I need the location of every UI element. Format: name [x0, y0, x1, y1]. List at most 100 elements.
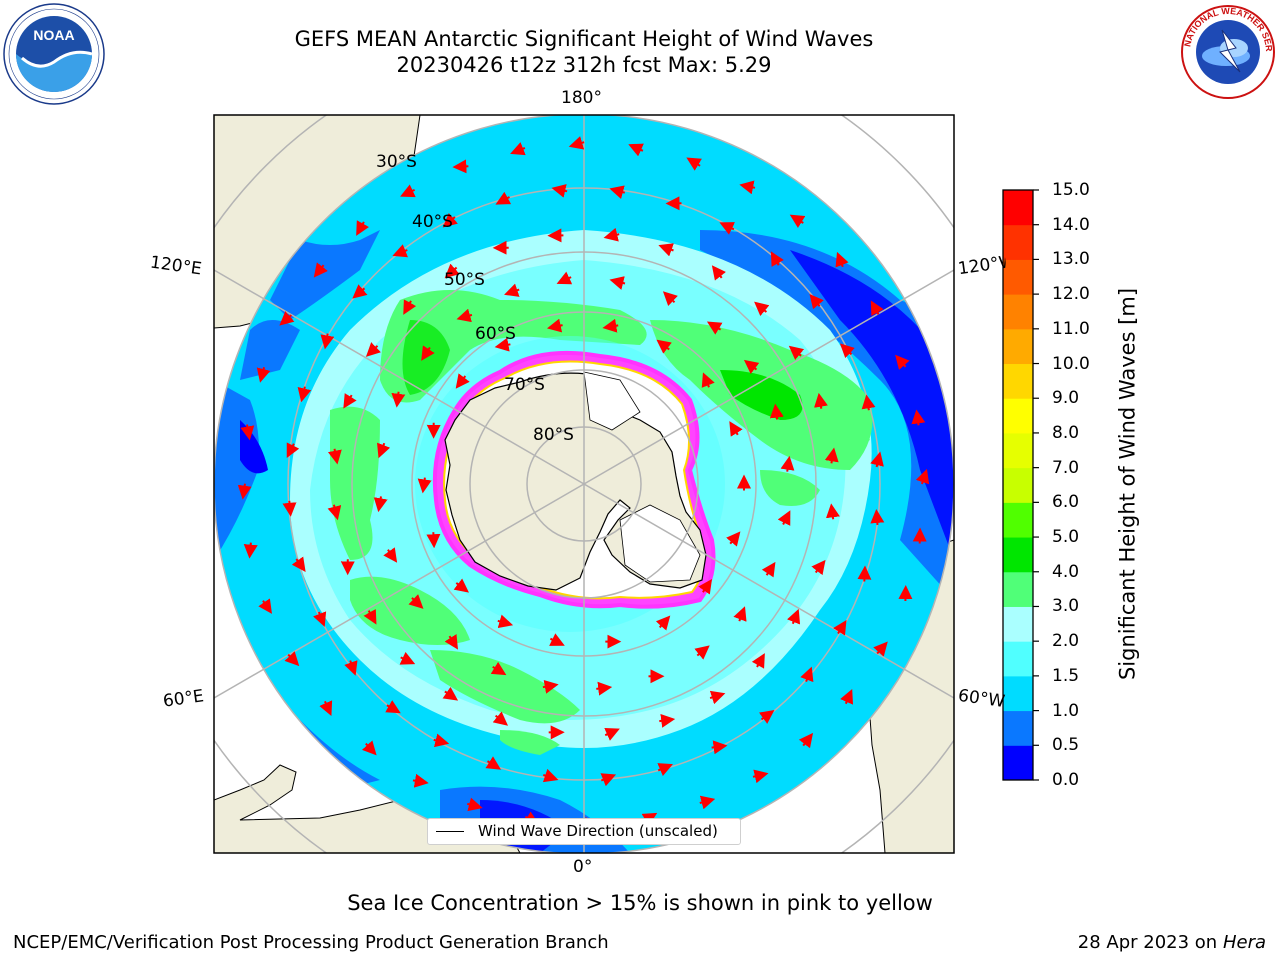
wind-arrow	[911, 409, 926, 426]
colorbar-segment	[1003, 259, 1033, 295]
colorbar-tick-label: 10.0	[1052, 353, 1090, 374]
wind-arrow	[313, 611, 327, 627]
wind-arrow	[729, 421, 743, 437]
wind-arrow	[754, 301, 770, 317]
wind-arrow	[659, 713, 676, 728]
colorbar-segment	[1003, 224, 1033, 260]
wind-arrow	[752, 769, 769, 784]
legend-label: Wind Wave Direction (unscaled)	[478, 822, 718, 840]
wind-arrow	[356, 220, 370, 236]
lat-label-70s: 70°S	[504, 375, 545, 395]
legend-line-swatch	[436, 831, 464, 832]
wind-arrow	[609, 185, 626, 199]
wind-arrow	[798, 732, 814, 749]
wind-arrow	[442, 686, 459, 701]
wind-arrow	[286, 442, 300, 458]
wind-arrow	[485, 756, 502, 770]
wind-arrow	[733, 606, 747, 622]
wind-arrow	[383, 547, 398, 563]
colorbar-tick-label: 3.0	[1052, 596, 1080, 617]
wind-arrow	[497, 614, 514, 629]
wind-arrow	[327, 448, 342, 465]
noaa-logo-icon: NOAA	[3, 3, 105, 105]
wind-arrow	[391, 391, 406, 408]
chart-title: GEFS MEAN Antarctic Significant Height o…	[294, 27, 874, 51]
colorbar-segment	[1003, 190, 1033, 226]
wind-arrow	[282, 500, 297, 517]
wind-arrow	[751, 653, 765, 669]
colorbar-tick-label: 14.0	[1052, 214, 1090, 235]
chart-subtitle: 20230426 t12z 312h fcst Max: 5.29	[396, 53, 772, 77]
lat-label-80s: 80°S	[533, 425, 574, 445]
wind-arrow	[546, 318, 563, 333]
wind-arrow	[895, 354, 910, 370]
wind-arrow	[556, 271, 573, 285]
colorbar	[1002, 189, 1039, 781]
colorbar-tick-label: 5.0	[1052, 527, 1080, 548]
wind-arrow	[455, 373, 470, 389]
wind-arrow	[780, 455, 795, 472]
colorbar-tick-label: 0.0	[1052, 770, 1080, 790]
wind-arrow	[825, 503, 840, 520]
wind-arrow	[655, 615, 671, 631]
wind-arrow	[256, 366, 271, 383]
lat-label-40s: 40°S	[412, 212, 453, 232]
colorbar-tick-label: 11.0	[1052, 318, 1090, 339]
wind-arrow	[344, 660, 358, 676]
wind-arrow	[542, 679, 559, 694]
wind-arrow	[417, 477, 432, 494]
wind-arrow	[833, 619, 847, 636]
wind-arrow	[873, 641, 888, 657]
colorbar-label: Significant Height of Wind Waves [m]	[1115, 287, 1140, 681]
wind-arrow	[313, 262, 328, 278]
wind-arrow	[492, 711, 509, 726]
wind-arrow	[297, 386, 312, 403]
wind-arrow	[510, 142, 526, 156]
colorbar-segment	[1003, 537, 1033, 573]
wind-arrow	[467, 797, 483, 812]
wind-arrow	[363, 608, 377, 625]
wind-arrow	[490, 661, 507, 676]
map-legend: Wind Wave Direction (unscaled)	[427, 818, 741, 845]
wind-arrow	[237, 483, 252, 500]
wind-arrow	[456, 308, 473, 323]
wind-arrow	[698, 579, 713, 595]
wind-arrow	[320, 333, 335, 350]
wind-arrow	[602, 318, 619, 333]
colorbar-tick-label: 1.0	[1052, 700, 1080, 721]
wind-arrow	[706, 321, 723, 335]
wind-arrow	[433, 733, 450, 748]
wind-arrow	[604, 727, 620, 741]
wind-arrow	[711, 265, 726, 281]
wind-arrow	[392, 244, 409, 258]
wind-arrow	[814, 392, 828, 409]
wind-arrow	[770, 251, 784, 267]
wind-arrow	[656, 339, 672, 354]
colorbar-segment	[1003, 328, 1033, 365]
wind-arrow	[240, 424, 255, 441]
wind-arrow	[352, 284, 368, 299]
wind-arrow	[824, 447, 839, 464]
wind-arrow	[399, 651, 416, 665]
wind-arrow	[412, 773, 429, 788]
lat-label-30s: 30°S	[376, 152, 417, 172]
footer-date-text: 28 Apr 2023 on	[1077, 932, 1223, 953]
wind-arrow	[426, 532, 441, 549]
longitude-lines	[214, 115, 954, 853]
wind-arrow	[279, 311, 295, 326]
colorbar-tick-label: 0.5	[1052, 735, 1080, 756]
wind-arrow	[444, 634, 458, 650]
wind-arrow	[628, 143, 644, 157]
wind-wave-arrows	[237, 136, 930, 832]
wind-arrow	[758, 710, 775, 724]
wind-arrow	[421, 345, 435, 361]
wind-arrow	[870, 451, 884, 468]
wind-arrow	[709, 690, 726, 705]
svg-text:NOAA: NOAA	[33, 27, 74, 43]
colorbar-segment	[1003, 432, 1033, 469]
wind-arrow	[694, 645, 710, 660]
map-frame	[213, 114, 955, 854]
wind-arrow	[495, 191, 512, 205]
wind-arrow	[915, 468, 930, 485]
